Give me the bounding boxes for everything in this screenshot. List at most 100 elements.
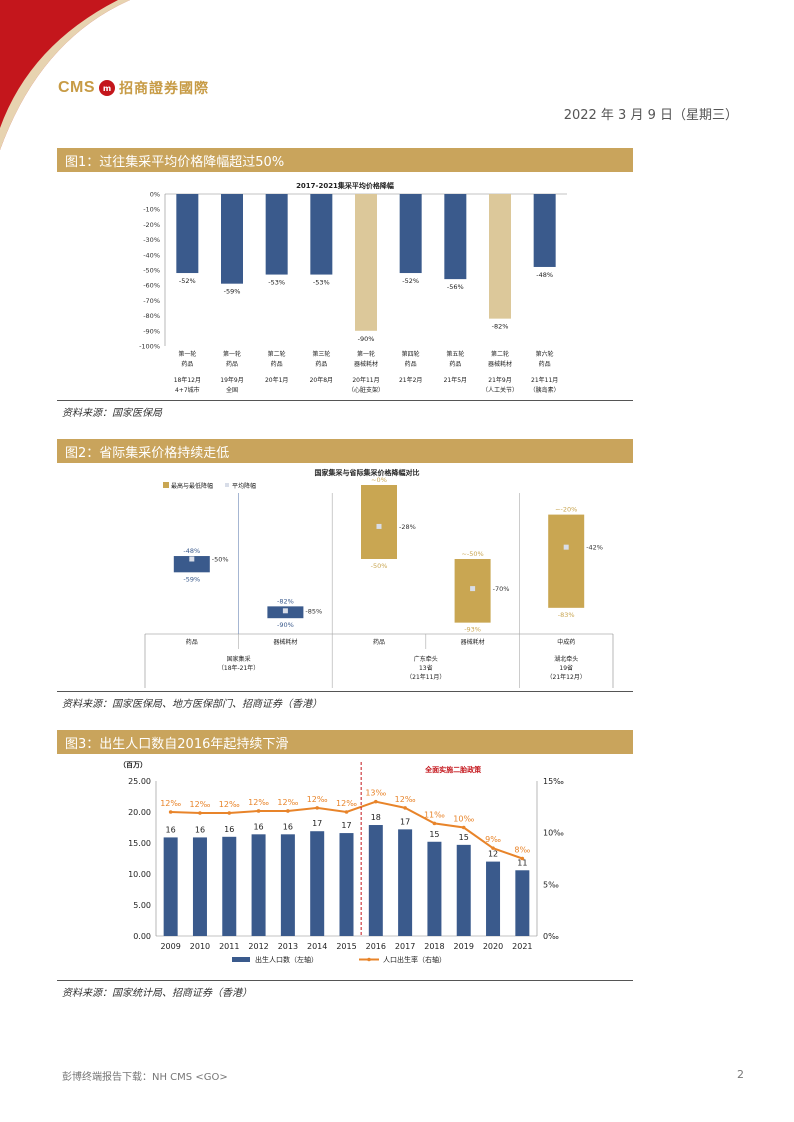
fig3-right-tick-label: 0‰ [543,932,559,941]
fig2-avg-label: -28% [399,523,416,531]
fig1-category-line3: 21年5月 [444,376,467,384]
fig2-range-bar [548,514,585,608]
fig1-y-tick-label: -90% [143,327,160,335]
fig3-rate-point [168,810,173,814]
fig2-min-label: -83% [558,611,575,619]
fig3-category-label: 2010 [190,942,210,951]
fig3-bar [163,837,178,936]
fig3-category-label: 2012 [248,942,268,951]
fig3-bar-label: 15 [429,830,439,839]
fig3-rate-point [227,811,232,815]
fig1-y-tick-label: -20% [143,221,160,229]
fig1-category-line2: 器械耗材 [354,360,378,368]
fig3-bar [222,836,237,936]
fig1-category-line2: 药品 [449,360,461,368]
fig2-category-label: 中成药 [557,638,575,646]
fig3-left-tick-label: 10.00 [128,870,151,879]
fig1-bar [444,194,467,280]
corner-decoration [0,0,130,150]
fig2-avg-marker [470,586,476,592]
fig1-y-tick-label: -10% [143,206,160,214]
fig2-avg-marker [376,523,382,529]
fig1-data-label: -59% [224,288,241,296]
fig1-bar [176,194,199,274]
fig3-rate-label: 12‰ [307,795,328,804]
fig3-bar-label: 17 [400,817,410,826]
fig1-category-line4: 4+7城市 [175,386,200,394]
fig3-bar [515,870,530,936]
figure3-rule [57,980,633,981]
fig1-category-line4: （心脏支架） [348,386,384,394]
fig3-left-tick-label: 5.00 [133,901,151,910]
fig3-bar [398,829,413,936]
fig1-category-line3: 20年8月 [310,376,333,384]
figure1-source: 资料来源：国家医保局 [62,408,162,419]
fig3-rate-point [256,809,261,813]
fig3-rate-point [315,806,319,810]
fig1-category-line3: 21年11月 [531,376,558,384]
fig3-bar-label: 16 [195,825,205,834]
fig2-group-line1: 湖北牵头 [554,655,578,663]
fig1-category-line4: （胰岛素） [530,386,560,394]
fig3-rate-label: 12‰ [336,799,357,808]
fig3-bar [368,825,383,936]
fig2-group-line3: （21年12月） [547,673,586,681]
fig3-left-tick-label: 0.00 [133,932,151,941]
fig3-category-label: 2017 [395,942,415,951]
fig2-range-bar [173,556,210,573]
fig2-min-label: -59% [183,575,200,583]
fig1-category-line3: 20年11月 [352,376,379,384]
fig1-category-line1: 第六轮 [536,350,554,358]
fig2-avg-marker [189,556,195,562]
figure2-caption: 图2：省际集采价格持续走低 [57,439,633,463]
fig3-rate-point [461,825,466,830]
fig3-category-label: 2014 [307,942,327,951]
figure2-rule [57,691,633,692]
fig3-policy-annotation: 全面实施二胎政策 [424,765,482,774]
fig3-category-label: 2013 [278,942,298,951]
fig3-rate-point [374,799,378,804]
fig1-category-line1: 第一轮 [357,350,375,358]
fig2-group-line2: 13省 [419,664,433,672]
fig2-range-bar [361,485,397,559]
fig1-bar [489,194,511,319]
fig1-category-line2: 药品 [405,360,417,368]
fig3-bar-label: 17 [341,821,351,830]
fig3-bar-label: 16 [283,822,293,831]
fig2-min-label: -93% [464,626,481,634]
fig2-category-label: 药品 [186,638,198,646]
fig2-legend-label-range: 最高与最低降幅 [171,482,213,490]
fig3-bar-label: 15 [459,833,469,842]
fig3-rate-label: 8‰ [514,846,530,855]
fig2-avg-label: -42% [586,544,603,552]
figure1-chart: 2017-2021集采平均价格降幅 0% -10% -20% -30% -40% -50% -… [139,181,567,394]
fig2-avg-label: -70% [493,585,510,593]
fig3-category-label: 2009 [160,942,180,951]
fig2-max-label: ~0% [371,476,387,484]
fig2-avg-label: -50% [212,556,229,564]
fig1-category-line1: 第五轮 [446,350,464,358]
fig3-rate-label: 13‰ [365,789,386,798]
fig1-category-line4: （人工关节） [482,386,518,394]
fig2-group-line1: 国家集采 [227,655,251,663]
fig3-legend-swatch-births [232,957,250,962]
footer-download-note: 彭博终端报告下载：NH CMS <GO> [62,1072,228,1083]
fig1-bar [310,194,333,275]
fig3-legend-label-rate: 人口出生率（右轴） [383,955,446,964]
fig2-max-label: -82% [277,597,294,605]
fig1-y-tick-label: 0% [150,191,160,199]
fig2-max-label: ~-50% [461,550,483,558]
fig1-bar [399,194,422,274]
fig2-category-label: 器械耗材 [461,638,485,646]
fig1-category-line1: 第三轮 [312,350,330,358]
fig1-category-line1: 第四轮 [402,350,420,358]
fig3-bar-label: 16 [166,825,176,834]
fig2-avg-marker [282,608,288,614]
fig2-legend-swatch-avg [225,483,229,487]
fig1-category-line2: 器械耗材 [488,360,512,368]
fig1-bar [533,194,556,267]
figure1-caption: 图1：过往集采平均价格降幅超过50% [57,148,633,172]
fig2-category-label: 器械耗材 [273,638,297,646]
fig2-group-line1: 广东牵头 [414,655,438,663]
